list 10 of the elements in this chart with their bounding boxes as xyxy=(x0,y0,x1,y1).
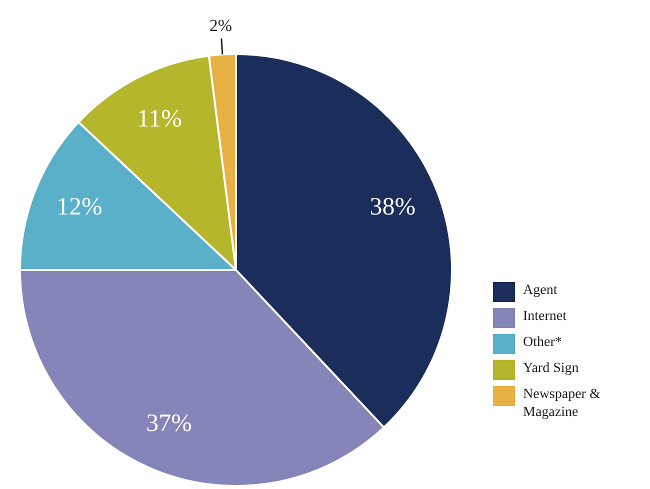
data-label: 11% xyxy=(137,105,182,132)
legend-label: Other* xyxy=(523,334,562,352)
data-label: 12% xyxy=(56,194,102,221)
data-label: 38% xyxy=(370,194,416,221)
legend-label: Newspaper & Magazine xyxy=(523,386,602,422)
legend-label: Yard Sign xyxy=(523,360,579,378)
data-label: 2% xyxy=(209,16,232,35)
data-label: 37% xyxy=(146,410,192,438)
legend-label: Internet xyxy=(523,308,567,326)
legend-label: Agent xyxy=(523,282,558,300)
